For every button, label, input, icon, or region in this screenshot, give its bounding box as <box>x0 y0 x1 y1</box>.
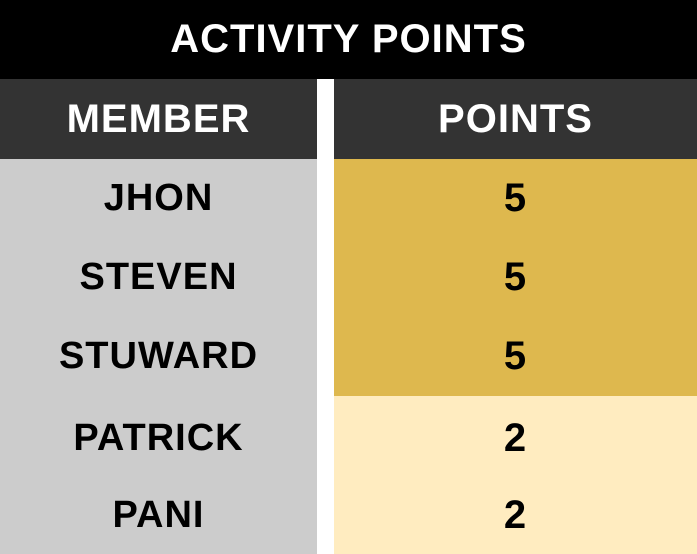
points-cell: 2 <box>334 475 697 554</box>
member-name: JHON <box>103 177 214 219</box>
points-value: 2 <box>503 416 528 460</box>
member-cell: STEVEN <box>0 238 317 317</box>
points-cell: 2 <box>334 396 697 475</box>
table-title: ACTIVITY POINTS <box>0 0 697 79</box>
member-cell: PATRICK <box>0 396 317 475</box>
member-cell: JHON <box>0 159 317 238</box>
points-value: 2 <box>503 493 528 537</box>
points-value: 5 <box>503 334 528 378</box>
member-cell: PANI <box>0 475 317 554</box>
points-cell: 5 <box>334 159 697 238</box>
points-value: 5 <box>503 255 528 299</box>
points-column: POINTS 5 5 5 2 2 <box>334 79 697 554</box>
points-cells: 5 5 5 2 2 <box>334 159 697 554</box>
member-name: PATRICK <box>73 417 244 459</box>
points-value: 5 <box>503 176 528 220</box>
points-cell: 5 <box>334 238 697 317</box>
points-column-header: POINTS <box>334 79 697 159</box>
member-cells: JHON STEVEN STUWARD PATRICK PANI <box>0 159 317 554</box>
member-column: MEMBER JHON STEVEN STUWARD PATRICK PANI <box>0 79 317 554</box>
member-name: PANI <box>112 494 205 536</box>
member-name: STEVEN <box>79 256 238 298</box>
member-cell: STUWARD <box>0 317 317 396</box>
points-cell: 5 <box>334 317 697 396</box>
member-name: STUWARD <box>58 335 259 377</box>
member-column-header: MEMBER <box>0 79 317 159</box>
